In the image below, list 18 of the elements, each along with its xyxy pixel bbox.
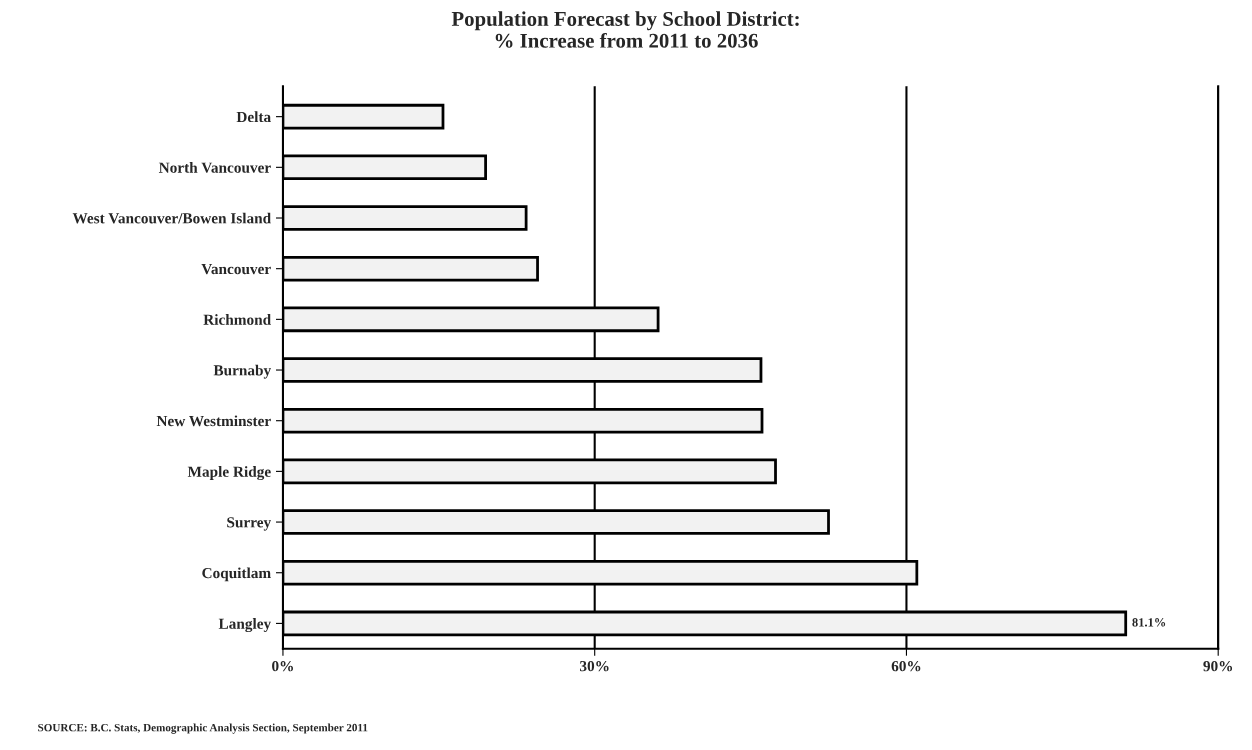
x-tick-label: 60% bbox=[891, 661, 921, 672]
y-tick-label: Delta bbox=[236, 111, 271, 123]
x-tick-label: 90% bbox=[1203, 661, 1233, 672]
source-note: SOURCE: B.C. Stats, Demographic Analysis Section, September 2011 bbox=[38, 723, 368, 734]
y-tick-label: Richmond bbox=[203, 314, 271, 325]
y-tick-label: Maple Ridge bbox=[187, 466, 271, 481]
y-tick-label: Surrey bbox=[227, 517, 271, 531]
y-tick-label: Burnaby bbox=[213, 364, 271, 379]
x-tick-label: 0% bbox=[272, 661, 293, 672]
y-tick-label: Vancouver bbox=[201, 263, 271, 275]
y-tick-label: Langley bbox=[218, 618, 271, 633]
chart-title: Population Forecast by School District: % Increase from 2011 to 2036 bbox=[451, 11, 799, 48]
y-tick-label: Coquitlam bbox=[202, 567, 271, 582]
y-tick-label: West Vancouver/Bowen Island bbox=[72, 212, 271, 224]
y-tick-label: New Westminster bbox=[156, 415, 271, 427]
x-tick-label: 30% bbox=[580, 661, 609, 672]
y-tick-label: North Vancouver bbox=[158, 162, 271, 173]
data-label: 81.1% bbox=[1132, 618, 1166, 627]
